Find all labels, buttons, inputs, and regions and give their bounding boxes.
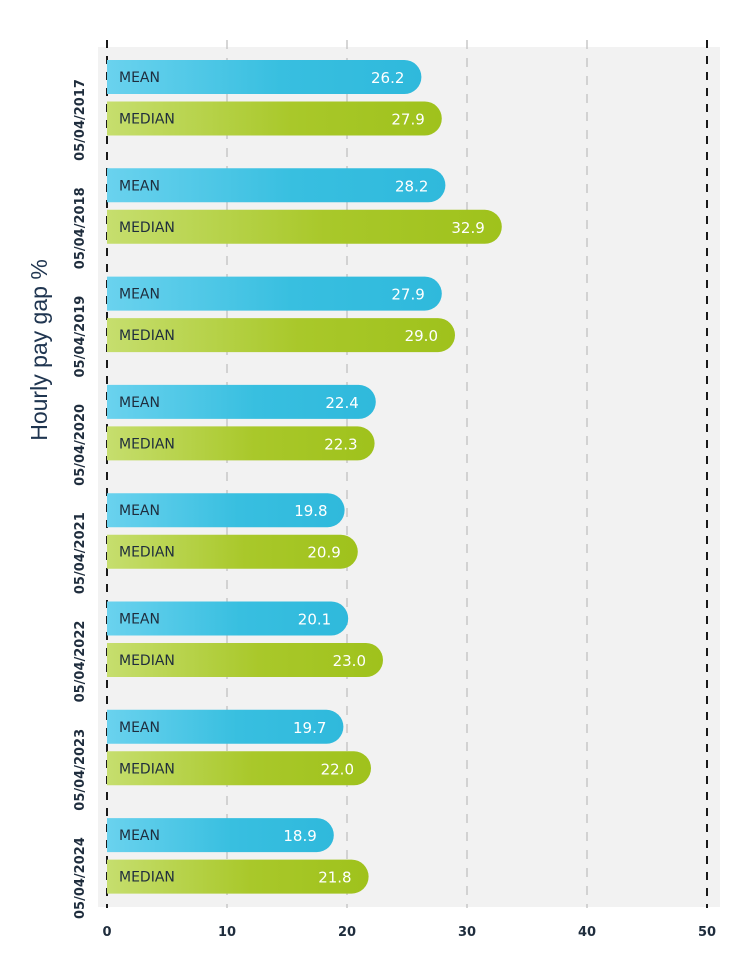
bar-median-4 bbox=[107, 534, 358, 569]
bar-value-label: 20.9 bbox=[307, 544, 340, 562]
bar-value-label: 27.9 bbox=[391, 111, 424, 129]
bar-value-label: 18.9 bbox=[283, 827, 316, 845]
bar-median-1 bbox=[107, 209, 502, 244]
bar-mean-7 bbox=[107, 818, 334, 853]
bar-median-2 bbox=[107, 318, 455, 353]
bar-value-label: 27.9 bbox=[391, 286, 424, 304]
bar-value-label: 22.0 bbox=[321, 760, 354, 778]
bar-series-label: MEAN bbox=[119, 178, 160, 194]
bar-series-label: MEDIAN bbox=[119, 112, 175, 128]
x-tick-label: 50 bbox=[698, 925, 716, 940]
bar-value-label: 32.9 bbox=[451, 219, 484, 237]
bar-median-0 bbox=[107, 101, 442, 136]
y-axis-label: Hourly pay gap % bbox=[26, 259, 52, 441]
bar-value-label: 19.8 bbox=[294, 502, 327, 520]
x-tick-label: 40 bbox=[578, 925, 596, 940]
bar-series-label: MEAN bbox=[119, 70, 160, 86]
category-date-label: 05/04/2018 bbox=[73, 187, 88, 269]
bar-mean-0 bbox=[107, 60, 422, 94]
bar-series-label: MEAN bbox=[119, 395, 160, 411]
bar-mean-2 bbox=[107, 276, 442, 311]
bar-mean-1 bbox=[107, 168, 446, 203]
x-tick-label: 30 bbox=[458, 925, 476, 940]
bar-series-label: MEAN bbox=[119, 612, 160, 628]
bar-series-label: MEDIAN bbox=[119, 436, 175, 452]
bar-value-label: 21.8 bbox=[318, 869, 351, 887]
bar-value-label: 28.2 bbox=[395, 177, 428, 195]
bar-series-label: MEAN bbox=[119, 828, 160, 844]
bar-series-label: MEAN bbox=[119, 720, 160, 736]
bar-value-label: 23.0 bbox=[333, 652, 366, 670]
category-date-label: 05/04/2021 bbox=[73, 512, 88, 594]
bars bbox=[107, 60, 502, 894]
bar-median-3 bbox=[107, 426, 375, 461]
category-date-label: 05/04/2022 bbox=[73, 621, 88, 703]
bar-value-label: 22.3 bbox=[324, 435, 357, 453]
bar-mean-5 bbox=[107, 601, 349, 636]
bar-series-label: MEDIAN bbox=[119, 653, 175, 669]
bar-mean-3 bbox=[107, 384, 376, 419]
labels: 0 10 20 30 40 50 MEAN 26.2 MEDIAN 27.9 05/04/2017 M… bbox=[73, 69, 716, 940]
bar-median-5 bbox=[107, 643, 383, 677]
bar-series-label: MEDIAN bbox=[119, 220, 175, 236]
category-date-label: 05/04/2020 bbox=[73, 404, 88, 486]
category-date-label: 05/04/2023 bbox=[73, 729, 88, 811]
bar-series-label: MEDIAN bbox=[119, 761, 175, 777]
bar-series-label: MEAN bbox=[119, 287, 160, 303]
bar-median-7 bbox=[107, 859, 369, 894]
x-tick-label: 20 bbox=[338, 925, 356, 940]
bar-series-label: MEDIAN bbox=[119, 870, 175, 886]
bar-median-6 bbox=[107, 751, 371, 786]
bar-value-label: 19.7 bbox=[293, 719, 326, 737]
bar-mean-4 bbox=[107, 493, 345, 528]
bar-value-label: 29.0 bbox=[405, 327, 438, 345]
bar-series-label: MEAN bbox=[119, 503, 160, 519]
category-date-label: 05/04/2019 bbox=[73, 296, 88, 378]
category-date-label: 05/04/2017 bbox=[73, 79, 88, 161]
bar-series-label: MEDIAN bbox=[119, 328, 175, 344]
category-date-label: 05/04/2024 bbox=[73, 837, 88, 919]
bar-series-label: MEDIAN bbox=[119, 545, 175, 561]
bar-mean-6 bbox=[107, 709, 344, 744]
x-tick-label: 10 bbox=[218, 925, 236, 940]
x-tick-label: 0 bbox=[102, 925, 111, 940]
bar-value-label: 26.2 bbox=[371, 69, 404, 87]
bar-value-label: 20.1 bbox=[298, 611, 331, 629]
bar-value-label: 22.4 bbox=[325, 394, 358, 412]
